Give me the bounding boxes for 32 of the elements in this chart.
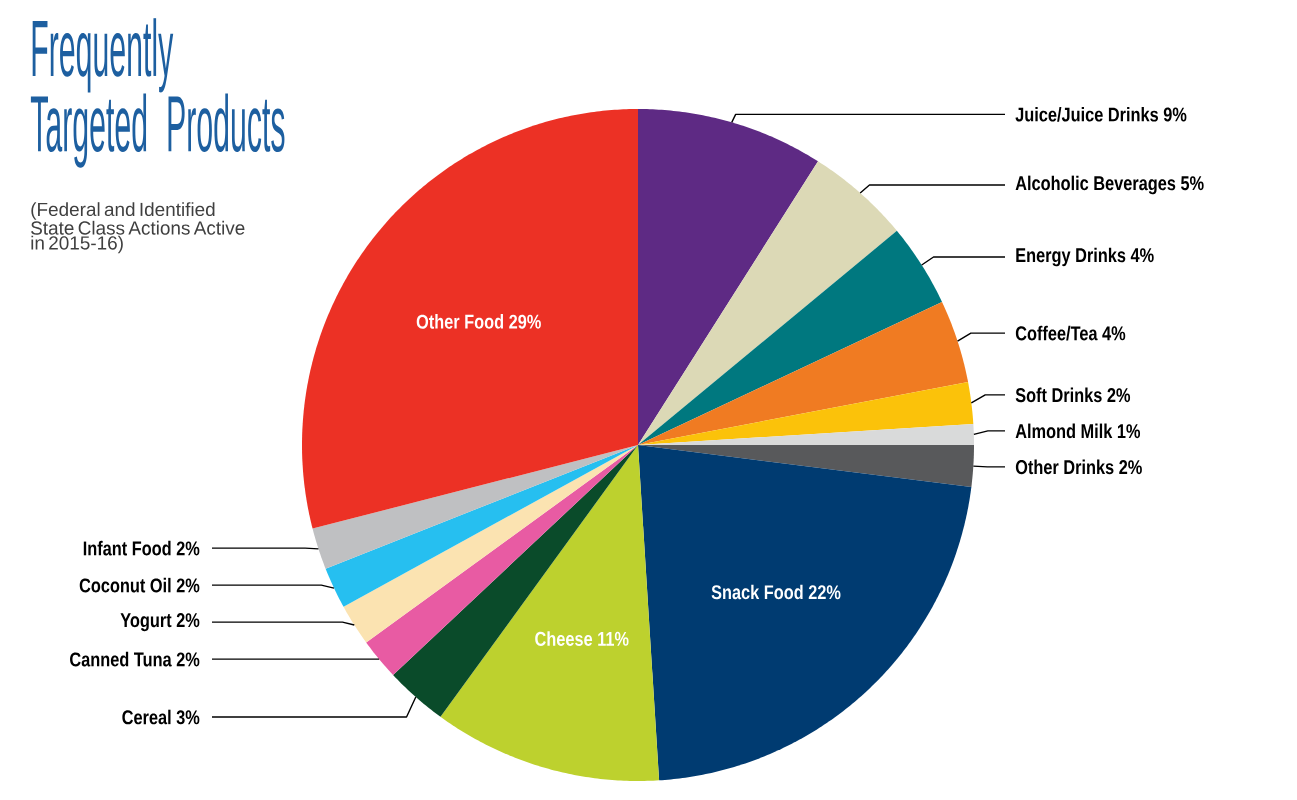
data-label: 5% — [1180, 176, 1204, 191]
slice-label: Juice/Juice Drinks — [1015, 106, 1159, 122]
data-label: 2% — [176, 541, 200, 556]
slice-label: Alcoholic Beverages — [1015, 175, 1176, 195]
data-label: 2% — [1119, 460, 1142, 475]
data-label: 1% — [1117, 424, 1141, 439]
data-label: 29% — [509, 314, 541, 329]
data-label: 4% — [1130, 248, 1154, 263]
slice-label: Other Food — [416, 314, 504, 329]
data-label: 2% — [176, 613, 200, 628]
data-label: 11% — [598, 631, 629, 646]
data-label: 22% — [808, 585, 841, 600]
slice-label: Cheese — [535, 631, 593, 646]
data-label: 3% — [176, 710, 200, 725]
slice-label: Almond Milk — [1015, 423, 1113, 439]
data-label: 4% — [1102, 326, 1126, 341]
slice-label: Other Drinks — [1015, 459, 1114, 475]
slice-label: Infant Food — [83, 540, 171, 556]
slice-label: Coconut Oil — [79, 577, 171, 593]
data-label: 9% — [1163, 107, 1187, 122]
data-label: 2% — [1107, 388, 1131, 403]
slice-label: Soft Drinks — [1015, 387, 1102, 403]
slice-label: Cereal — [122, 709, 171, 725]
chart-title: Frequently Targeted Products — [30, 18, 285, 168]
slice-label: Energy Drinks — [1016, 247, 1126, 267]
data-label: 2% — [176, 578, 200, 593]
text: (Federal and Identified State Class Actions Active in 2015-16) — [31, 202, 245, 254]
slice-label: Snack Food — [711, 584, 803, 600]
data-label: 2% — [176, 652, 200, 667]
slice-label: Coffee/Tea — [1015, 325, 1098, 341]
slice-label: Canned Tuna — [70, 651, 172, 667]
slice-label: Yogurt — [120, 613, 172, 632]
